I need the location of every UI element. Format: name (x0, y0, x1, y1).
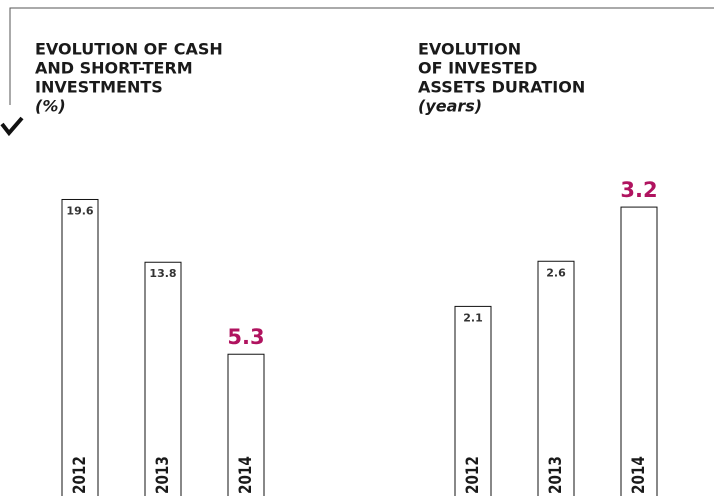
chart-title: INVESTMENTS (35, 78, 163, 97)
value-label: 2.6 (546, 266, 566, 279)
bar (227, 353, 265, 496)
chart-subtitle: (years) (418, 97, 482, 116)
chart-title: EVOLUTION OF CASH (35, 40, 223, 59)
x-tick-label: 2013 (153, 456, 173, 494)
x-tick-label: 2012 (463, 456, 483, 494)
bar (144, 261, 182, 496)
x-tick-label: 2014 (236, 456, 256, 494)
frame (9, 7, 714, 105)
value-label: 19.6 (66, 204, 93, 217)
bar (620, 206, 658, 496)
bar (537, 260, 575, 496)
value-label: 13.8 (149, 267, 176, 280)
value-label: 2.1 (463, 311, 483, 324)
x-tick-label: 2013 (546, 456, 566, 494)
chart-title: EVOLUTION (418, 40, 521, 59)
bar (61, 198, 99, 496)
chart-title: AND SHORT-TERM (35, 59, 193, 78)
x-tick-label: 2014 (629, 456, 649, 494)
check-icon (0, 116, 24, 137)
value-label: 3.2 (620, 178, 657, 202)
x-tick-label: 2012 (70, 456, 90, 494)
chart-subtitle: (%) (35, 97, 66, 116)
bar (454, 305, 492, 496)
chart-title: OF INVESTED (418, 59, 537, 78)
value-label: 5.3 (227, 325, 264, 349)
chart-title: ASSETS DURATION (418, 78, 585, 97)
